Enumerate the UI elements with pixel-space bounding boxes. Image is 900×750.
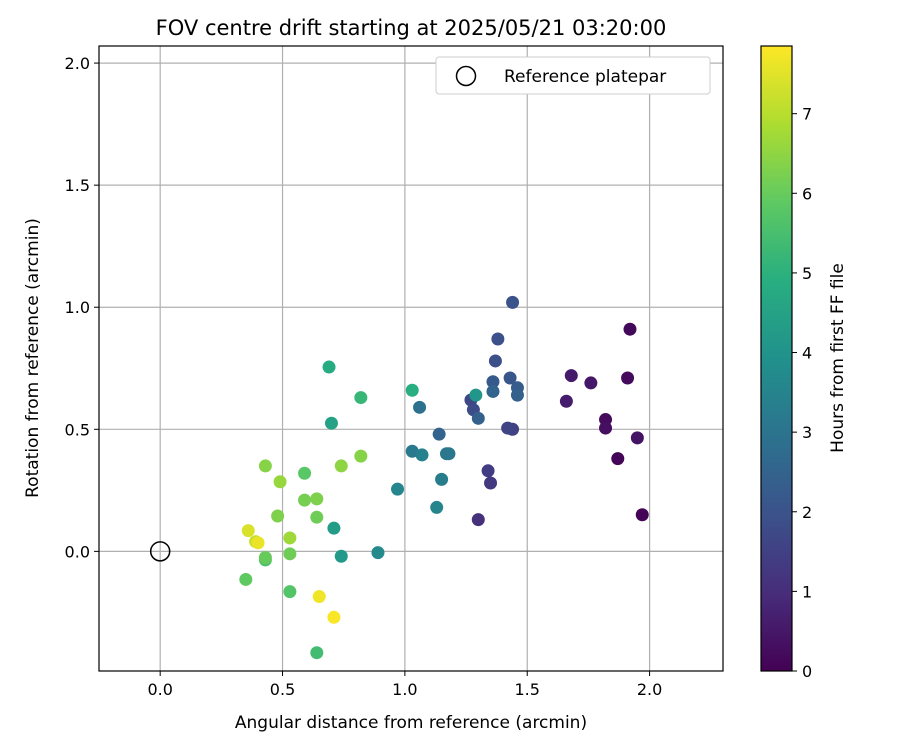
data-point	[501, 421, 515, 435]
data-point	[310, 510, 324, 524]
data-point	[491, 332, 505, 346]
data-point	[258, 550, 272, 564]
data-point	[471, 411, 485, 425]
data-point	[630, 431, 644, 445]
data-point	[599, 421, 613, 435]
data-point	[251, 536, 265, 550]
data-point	[310, 492, 324, 506]
data-point	[435, 472, 449, 486]
colorbar-tick-label: 5	[802, 264, 812, 283]
colorbar-tick-label: 7	[802, 105, 812, 124]
x-axis-label: Angular distance from reference (arcmin)	[235, 713, 587, 733]
data-point	[354, 449, 368, 463]
x-axis-ticks: 0.0 0.5 1.0 1.5 2.0	[147, 671, 662, 699]
data-point	[415, 448, 429, 462]
data-point	[621, 371, 635, 385]
colorbar-ticks: 0 1 2 3 4 5 6 7	[792, 105, 812, 681]
data-point	[371, 546, 385, 560]
data-point	[322, 360, 336, 374]
y-tick-label: 1.5	[65, 176, 90, 195]
data-point	[635, 508, 649, 522]
colorbar-tick-label: 4	[802, 344, 812, 363]
data-point	[413, 400, 427, 414]
data-point	[611, 452, 625, 466]
data-point	[310, 646, 324, 660]
data-point	[298, 493, 312, 507]
grid-lines	[99, 46, 723, 671]
data-point	[506, 295, 520, 309]
chart-title: FOV centre drift starting at 2025/05/21 …	[156, 16, 667, 40]
data-point	[486, 384, 500, 398]
colorbar: 0 1 2 3 4 5 6 7 Hours from first FF file	[760, 45, 848, 681]
data-point	[327, 610, 341, 624]
legend-label: Reference platepar	[504, 67, 666, 87]
x-tick-label: 1.5	[515, 680, 540, 699]
data-point	[442, 447, 456, 461]
data-point	[271, 509, 285, 523]
data-point	[324, 416, 338, 430]
data-point	[334, 459, 348, 473]
data-point	[564, 369, 578, 383]
data-point	[510, 388, 524, 402]
colorbar-tick-label: 1	[802, 582, 812, 601]
data-point	[484, 476, 498, 490]
data-point	[283, 547, 297, 561]
colorbar-tick-label: 0	[802, 662, 812, 681]
plot-area-frame	[98, 45, 724, 672]
data-point	[312, 590, 326, 604]
data-point	[327, 521, 341, 535]
legend-box	[435, 56, 711, 95]
data-point	[405, 444, 419, 458]
data-point	[258, 459, 272, 473]
data-point	[623, 322, 637, 336]
y-tick-label: 0.0	[65, 542, 90, 561]
data-point	[283, 531, 297, 545]
data-point	[469, 388, 483, 402]
data-point	[503, 371, 517, 385]
colorbar-tick-label: 6	[802, 184, 812, 203]
y-axis-label: Rotation from reference (arcmin)	[23, 218, 43, 498]
y-tick-label: 2.0	[65, 54, 90, 73]
colorbar-gradient	[760, 45, 793, 672]
x-tick-label: 2.0	[637, 680, 662, 699]
y-axis-ticks: 0.0 0.5 1.0 1.5 2.0	[65, 54, 99, 561]
data-point	[432, 427, 446, 441]
data-point	[488, 354, 502, 368]
y-tick-label: 0.5	[65, 420, 90, 439]
data-points	[239, 295, 649, 660]
data-point	[273, 475, 287, 489]
data-point	[298, 466, 312, 480]
data-point	[239, 572, 253, 586]
x-tick-label: 0.0	[147, 680, 172, 699]
data-point	[354, 391, 368, 405]
data-point	[334, 549, 348, 563]
data-point	[481, 464, 495, 478]
data-point	[405, 383, 419, 397]
data-point	[559, 394, 573, 408]
colorbar-tick-label: 3	[802, 423, 812, 442]
colorbar-label: Hours from first FF file	[828, 263, 848, 453]
data-point	[391, 482, 405, 496]
data-point	[471, 513, 485, 527]
legend: Reference platepar	[435, 56, 711, 95]
data-point	[584, 376, 598, 390]
data-point	[430, 500, 444, 514]
data-point	[241, 524, 255, 538]
colorbar-tick-label: 2	[802, 503, 812, 522]
reference-platepar-marker	[149, 541, 171, 562]
legend-marker-icon	[455, 65, 477, 87]
data-point	[283, 585, 297, 599]
data-point	[486, 375, 500, 389]
y-tick-label: 1.0	[65, 298, 90, 317]
x-tick-label: 0.5	[270, 680, 295, 699]
x-tick-label: 1.0	[392, 680, 417, 699]
